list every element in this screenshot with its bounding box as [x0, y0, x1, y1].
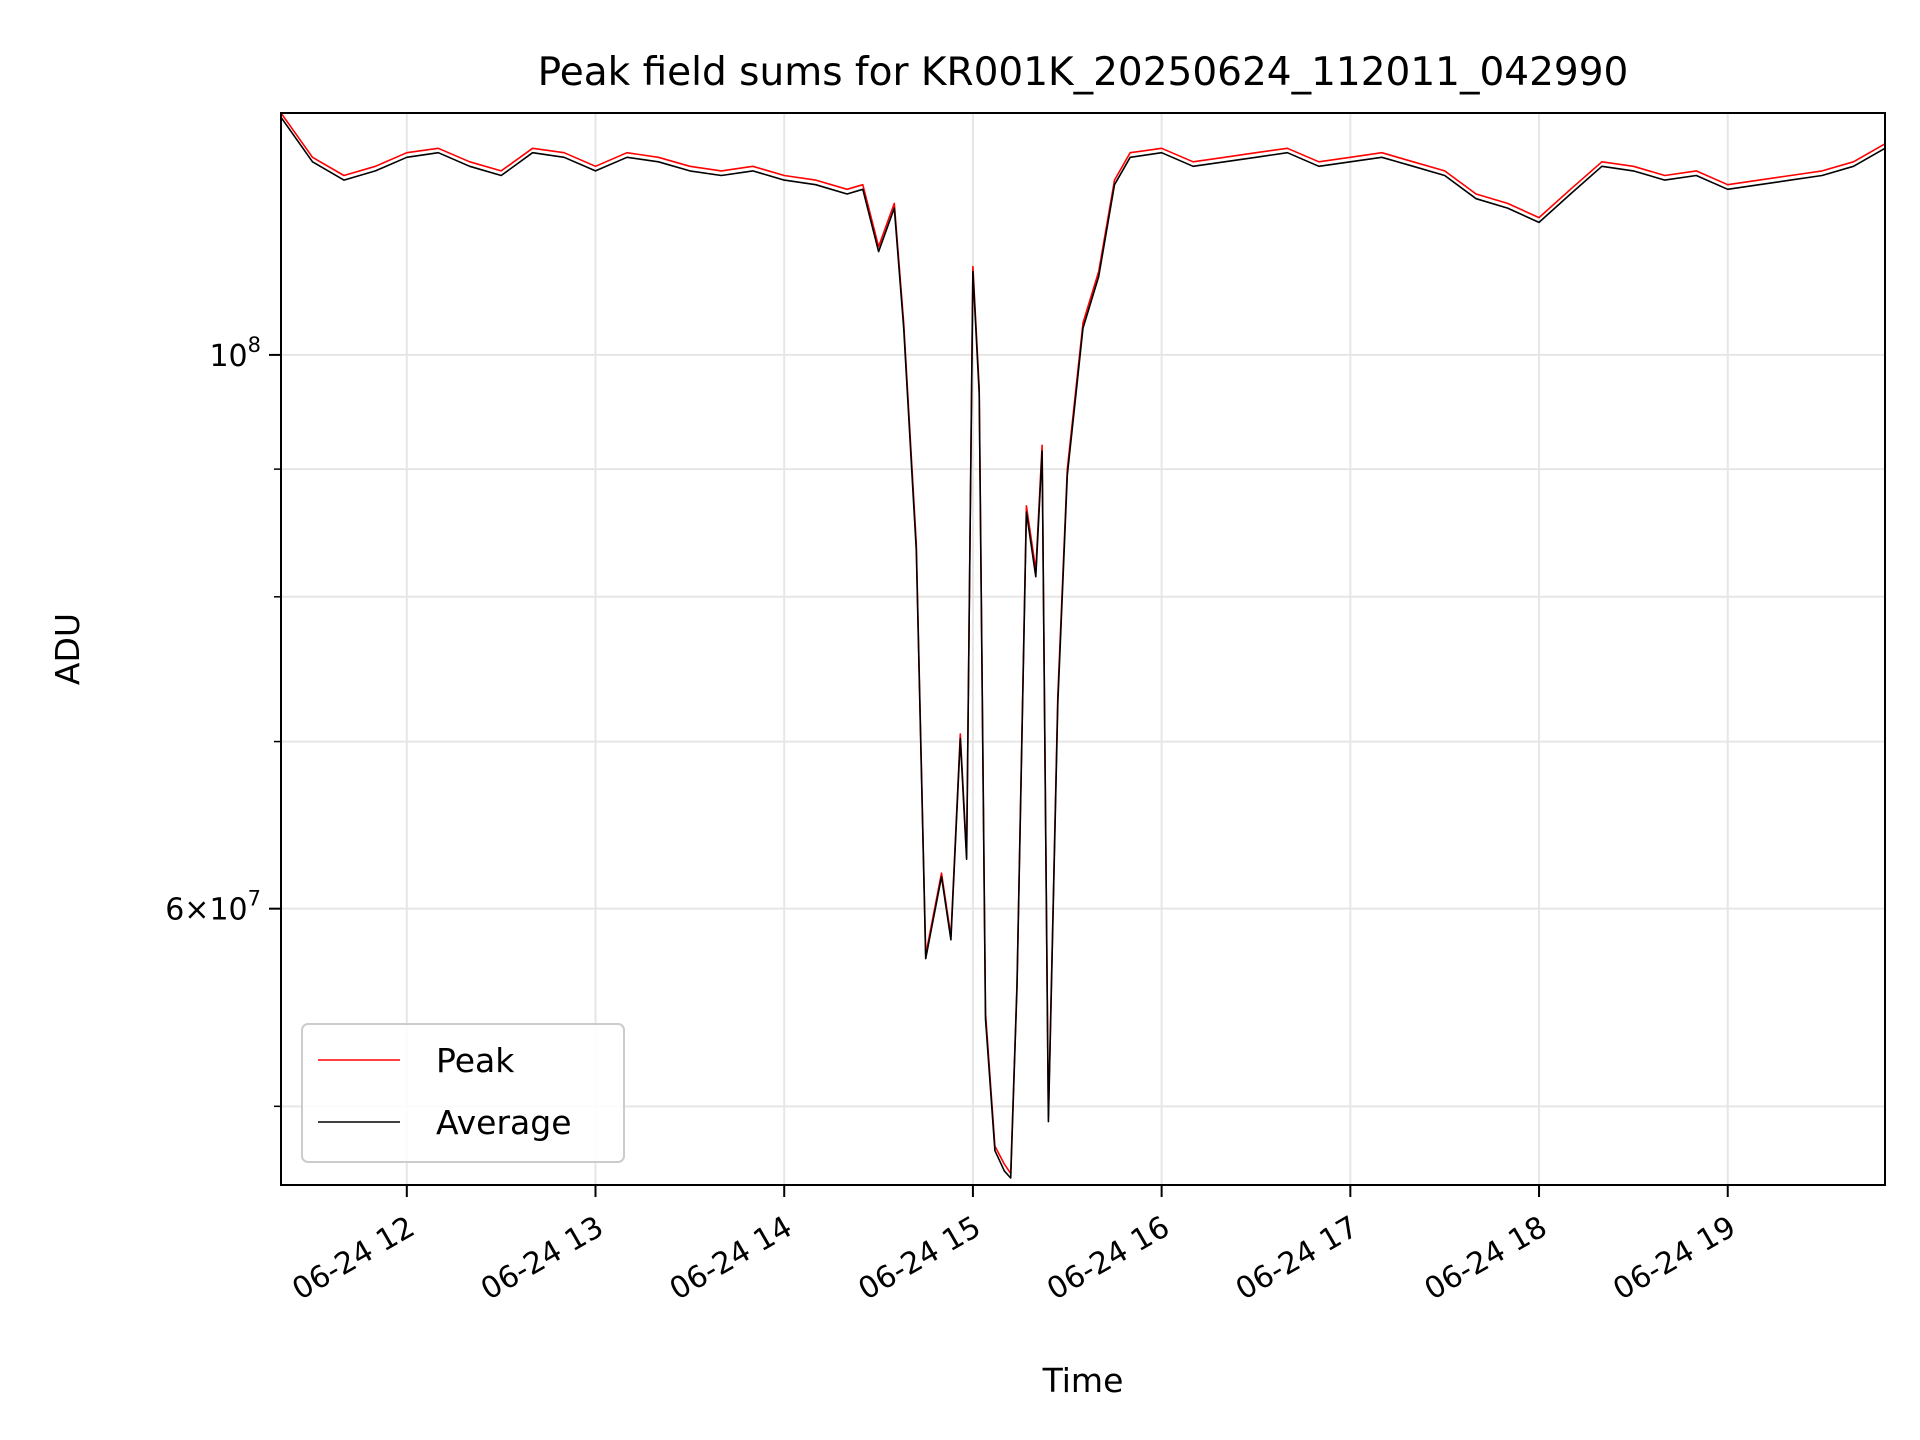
y-tick-label: 6×107	[165, 887, 261, 928]
y-tick-times: ×	[184, 893, 209, 928]
y-tick-base: 10	[209, 339, 247, 374]
y-tick-label: 108	[209, 333, 261, 374]
series-layer	[280, 112, 1886, 1179]
legend-label-average: Average	[436, 1103, 572, 1142]
x-axis-label: Time	[1042, 1361, 1124, 1400]
legend: Peak Average	[301, 1023, 625, 1163]
y-tick-base: 10	[209, 893, 247, 928]
legend-label-peak: Peak	[436, 1041, 515, 1080]
plot-frame	[280, 112, 1886, 1186]
y-tick-exponent: 8	[248, 333, 261, 357]
legend-box	[301, 1023, 625, 1163]
y-axis-label: ADU	[48, 613, 87, 685]
chart-title: Peak field sums for KR001K_20250624_1120…	[538, 50, 1629, 95]
y-tick-exponent: 7	[248, 887, 261, 911]
y-tick-mantissa: 6	[165, 893, 184, 928]
series-line-average	[280, 116, 1886, 1179]
